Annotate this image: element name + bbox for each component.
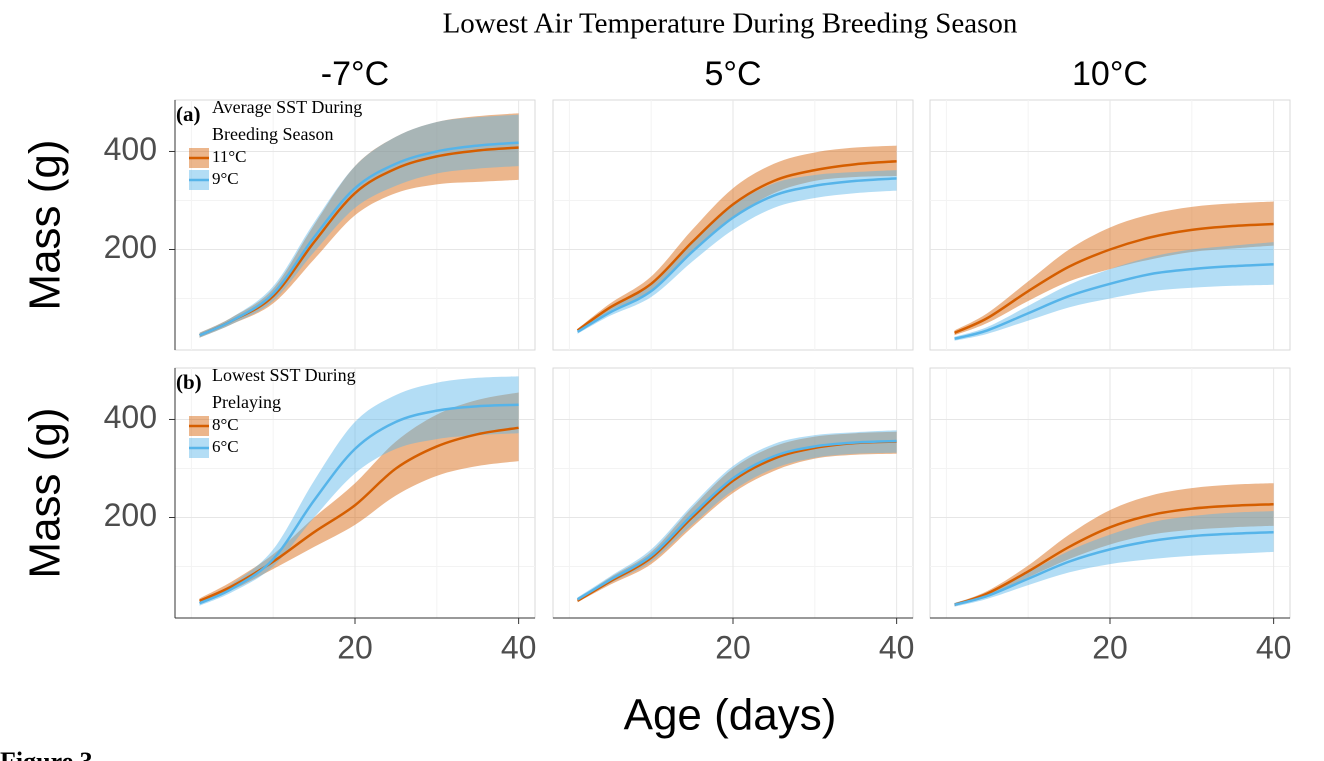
legend-label: 11°C [212,147,247,166]
column-title: -7°C [321,55,389,93]
y-tick-label: 400 [104,399,157,435]
confidence-band [954,201,1274,336]
confidence-band [199,376,519,606]
x-tick-label: 20 [1092,629,1128,665]
legend-label: 8°C [212,415,239,434]
x-axis-title: Age (days) [624,691,837,740]
caption: Figure 3 [0,747,93,761]
legend-label: 9°C [212,169,239,188]
y-axis-title: Mass (g) [21,407,70,578]
line [954,530,1274,606]
confidence-band [577,431,897,603]
line [954,262,1274,340]
x-tick-label: 40 [501,629,537,665]
panel-label: (b) [176,370,202,394]
line [576,160,897,332]
line [199,426,519,602]
confidence-band [954,242,1274,341]
legend-title: Lowest SST During Prelaying [212,365,356,412]
confidence-band [199,113,519,338]
confidence-band [577,430,897,602]
column-title: 10°C [1072,55,1148,93]
confidence-band [199,114,519,338]
legend-title: Average SST During Breeding Season [212,97,363,144]
y-tick-label: 400 [104,131,157,167]
y-tick-label: 200 [104,229,157,265]
y-tick-label: 200 [104,497,157,533]
legend-label: 6°C [212,437,239,456]
line [199,141,519,337]
line [954,222,1274,334]
x-tick-label: 40 [879,629,915,665]
x-tick-label: 20 [337,629,373,665]
line [199,403,519,605]
column-title: 5°C [704,55,761,93]
figure-title: Lowest Air Temperature During Breeding S… [443,8,1018,40]
line [576,439,897,601]
x-tick-label: 40 [1256,629,1292,665]
line [576,177,897,333]
line [954,503,1274,606]
panel-label: (a) [176,102,201,126]
x-tick-label: 20 [715,629,751,665]
y-axis-title: Mass (g) [21,139,70,310]
confidence-band [954,483,1274,606]
